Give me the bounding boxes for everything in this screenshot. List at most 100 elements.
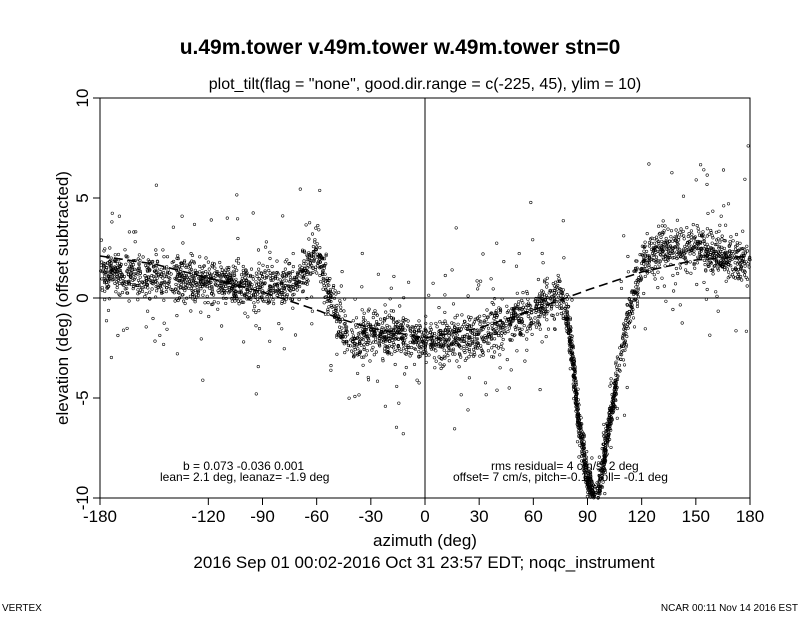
scatter-point: [151, 316, 155, 321]
scatter-point: [505, 358, 509, 362]
scatter-point: [731, 239, 735, 243]
scatter-point: [640, 266, 644, 270]
scatter-point: [580, 454, 584, 458]
scatter-point: [300, 290, 305, 294]
scatter-point: [116, 252, 121, 257]
scatter-point: [249, 267, 254, 271]
scatter-point: [417, 354, 421, 358]
scatter-point: [184, 273, 188, 278]
scatter-point: [110, 278, 114, 282]
scatter-point: [283, 267, 287, 271]
scatter-point: [524, 306, 528, 310]
scatter-point: [122, 283, 126, 288]
scatter-point: [368, 328, 373, 332]
scatter-point: [218, 275, 222, 279]
scatter-point: [383, 335, 387, 339]
scatter-point: [370, 348, 374, 352]
scatter-point: [220, 291, 224, 295]
scatter-point: [495, 344, 499, 348]
scatter-point: [609, 405, 613, 409]
scatter-point: [165, 270, 170, 274]
scatter-point: [467, 339, 471, 343]
scatter-point: [735, 262, 739, 266]
scatter-point: [324, 288, 328, 292]
scatter-point: [257, 277, 261, 281]
scatter-point: [486, 326, 491, 330]
scatter-point: [338, 329, 343, 333]
scatter-point: [499, 328, 503, 332]
scatter-point: [638, 253, 642, 257]
scatter-point: [713, 243, 718, 247]
reference-lines: [100, 98, 750, 498]
scatter-point: [244, 281, 248, 285]
scatter-point: [242, 300, 246, 304]
scatter-point: [453, 352, 457, 356]
scatter-point: [730, 273, 735, 277]
scatter-point: [453, 338, 457, 343]
scatter-point: [415, 378, 419, 382]
scatter-point: [207, 271, 211, 275]
scatter-point: [466, 294, 470, 298]
scatter-point: [696, 227, 700, 231]
scatter-point: [334, 307, 338, 311]
scatter-point: [504, 323, 508, 328]
scatter-point: [606, 430, 610, 434]
scatter-point: [455, 328, 459, 332]
scatter-point: [458, 344, 462, 348]
scatter-point: [690, 232, 694, 236]
scatter-point: [376, 272, 380, 276]
scatter-point: [318, 254, 322, 258]
scatter-point: [429, 347, 433, 351]
scatter-point: [358, 338, 362, 342]
scatter-point: [745, 249, 750, 253]
scatter-point: [271, 286, 275, 290]
scatter-point: [675, 253, 679, 257]
scatter-point: [256, 292, 260, 296]
scatter-point: [462, 344, 466, 348]
scatter-point: [503, 326, 507, 330]
x-tick-label: -90: [250, 507, 275, 526]
scatter-point: [729, 235, 733, 239]
scatter-point: [111, 274, 115, 278]
scatter-point: [703, 253, 707, 257]
scatter-point: [254, 310, 258, 315]
x-tick-label: -30: [359, 507, 384, 526]
scatter-point: [187, 286, 191, 290]
scatter-point: [280, 327, 284, 331]
scatter-point: [681, 255, 685, 259]
scatter-point: [478, 354, 482, 358]
scatter-point: [545, 285, 549, 289]
scatter-point: [565, 309, 569, 313]
scatter-point: [726, 276, 730, 280]
scatter-point: [205, 294, 209, 298]
scatter-point: [385, 323, 389, 327]
scatter-point: [318, 246, 322, 250]
scatter-point: [154, 253, 158, 257]
scatter-point: [185, 275, 189, 279]
scatter-point: [462, 334, 466, 339]
scatter-point: [399, 349, 403, 354]
scatter-point: [251, 292, 256, 297]
scatter-point: [268, 289, 272, 293]
scatter-point: [309, 252, 313, 256]
scatter-point: [615, 416, 619, 420]
scatter-point: [536, 299, 540, 304]
scatter-point: [361, 330, 365, 334]
scatter-point: [198, 278, 202, 282]
scatter-point: [662, 257, 666, 261]
scatter-point: [599, 476, 603, 480]
scatter-point: [226, 271, 230, 275]
scatter-point: [126, 280, 131, 284]
scatter-point: [591, 483, 596, 487]
scatter-point: [677, 238, 681, 242]
scatter-point: [509, 321, 513, 326]
scatter-point: [162, 298, 166, 302]
scatter-point: [349, 338, 353, 342]
scatter-point: [346, 343, 351, 348]
scatter-point: [671, 273, 675, 277]
scatter-point: [308, 221, 312, 225]
scatter-point: [602, 463, 606, 467]
scatter-point: [567, 349, 571, 353]
scatter-point: [146, 309, 150, 313]
scatter-point: [225, 288, 229, 293]
